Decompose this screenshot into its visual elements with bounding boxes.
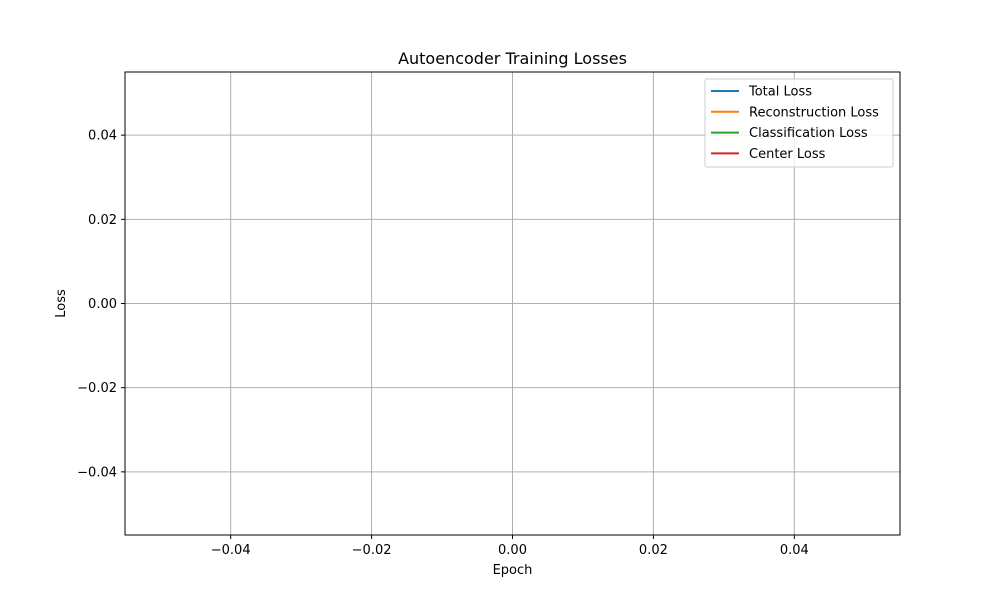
y-axis-label: Loss: [54, 289, 69, 318]
x-axis-ticks: −0.04 −0.02 0.00 0.02 0.04: [211, 535, 809, 558]
legend-label: Total Loss: [748, 85, 812, 100]
x-tick-label: 0.00: [498, 543, 527, 558]
y-axis-ticks: −0.04 −0.02 0.00 0.02 0.04: [77, 129, 125, 480]
y-tick-label: 0.02: [88, 213, 117, 228]
legend-entries: Total Loss Reconstruction Loss Classificat…: [711, 85, 879, 162]
x-axis-label: Epoch: [493, 563, 533, 578]
legend-box: [704, 78, 894, 168]
x-tick-label: −0.04: [211, 543, 251, 558]
legend: Total Loss Reconstruction Loss Classificat…: [704, 78, 894, 168]
x-tick-label: 0.02: [639, 543, 668, 558]
legend-label: Center Loss: [749, 147, 826, 162]
legend-label: Classification Loss: [749, 126, 868, 141]
y-tick-label: −0.04: [77, 465, 117, 480]
y-tick-label: 0.00: [88, 297, 117, 312]
y-tick-label: −0.02: [77, 381, 117, 396]
y-tick-label: 0.04: [88, 129, 117, 144]
x-tick-label: −0.02: [352, 543, 392, 558]
legend-label: Reconstruction Loss: [749, 105, 879, 120]
x-tick-label: 0.04: [780, 543, 809, 558]
chart-title: Autoencoder Training Losses: [398, 49, 627, 68]
